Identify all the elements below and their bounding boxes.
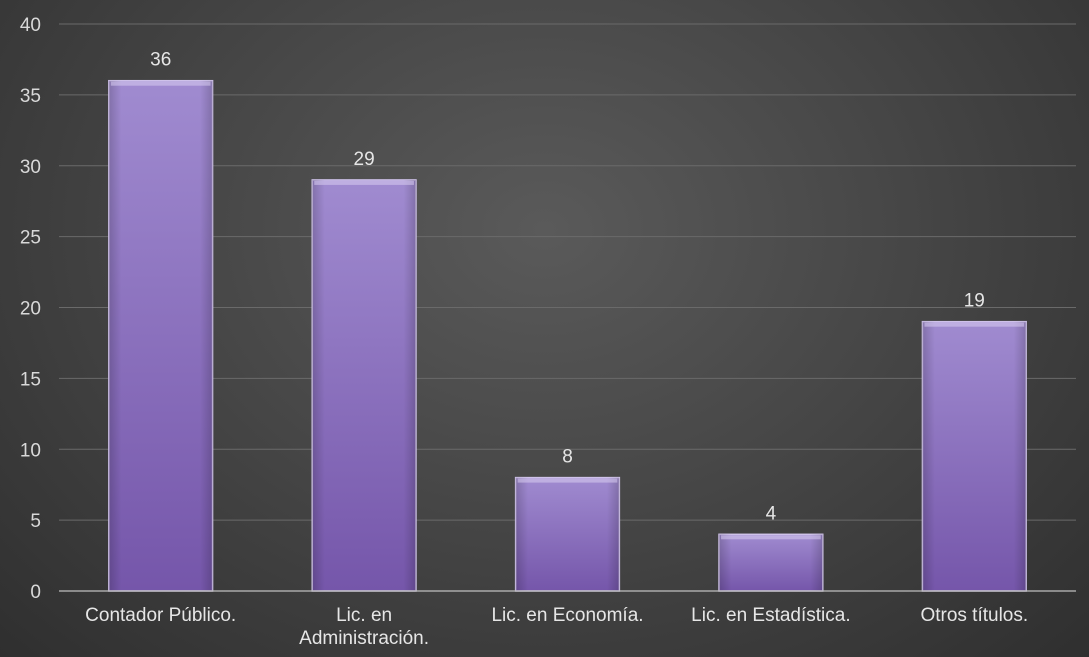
- x-category-label: Lic. en Economía.: [491, 605, 643, 626]
- x-category-label-line: Administración.: [299, 628, 429, 649]
- y-tick-label: 15: [20, 369, 41, 390]
- bar-highlight: [110, 81, 211, 86]
- x-category-label-line: Contador Público.: [85, 605, 236, 626]
- bar-shading: [515, 477, 620, 591]
- y-tick-label: 25: [20, 228, 41, 249]
- x-category-label-line: Otros títulos.: [920, 605, 1028, 626]
- y-tick-label: 35: [20, 86, 41, 107]
- bar-shading: [108, 80, 213, 591]
- bar-group: 8: [514, 447, 621, 592]
- bar-highlight: [721, 535, 821, 540]
- x-category-label: Otros títulos.: [920, 605, 1028, 626]
- bar-shading: [922, 321, 1027, 591]
- x-category-label-line: Lic. en Economía.: [491, 605, 643, 626]
- bar-group: 36: [108, 50, 214, 592]
- bars: 36 29 8 4 19: [108, 50, 1027, 592]
- bar-group: 4: [718, 503, 824, 592]
- x-axis: Contador Público. Lic. en Administración.L…: [59, 590, 1076, 649]
- y-tick-label: 40: [20, 15, 41, 36]
- data-label: 8: [562, 447, 573, 468]
- data-label: 4: [766, 503, 777, 524]
- data-label: 29: [354, 149, 375, 170]
- bar-highlight: [517, 478, 618, 483]
- y-tick-label: 10: [20, 440, 41, 461]
- y-tick-label: 0: [30, 582, 41, 603]
- bar-group: 29: [311, 149, 417, 592]
- x-category-label-line: Lic. en: [336, 605, 392, 626]
- bar-highlight: [924, 322, 1025, 327]
- y-axis: 0 5 10 15 20 25 30 35 40: [20, 15, 41, 603]
- y-tick-label: 5: [30, 511, 41, 532]
- bar-group: 19: [921, 291, 1027, 592]
- bar-highlight: [314, 180, 414, 185]
- data-label: 36: [150, 50, 171, 71]
- gridlines: [59, 23, 1076, 521]
- bar-shading: [312, 179, 416, 592]
- x-category-label-line: Lic. en Estadística.: [691, 605, 850, 626]
- x-category-label: Lic. en Estadística.: [691, 605, 850, 626]
- y-tick-label: 30: [20, 157, 41, 178]
- x-category-label: Lic. en Administración.: [299, 605, 429, 649]
- bar-shading: [719, 534, 823, 591]
- data-label: 19: [964, 291, 985, 312]
- x-category-label: Contador Público.: [85, 605, 236, 626]
- y-tick-label: 20: [20, 299, 41, 320]
